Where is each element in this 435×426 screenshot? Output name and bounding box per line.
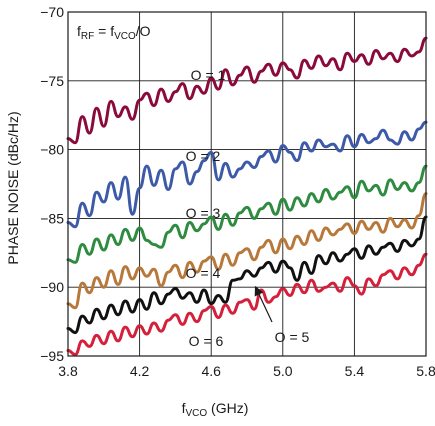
y-tick-label: −90 xyxy=(40,279,64,295)
y-tick-label: −95 xyxy=(40,348,64,364)
grid xyxy=(68,12,426,356)
series-line-o6 xyxy=(66,252,428,357)
x-tick-label: 4.6 xyxy=(201,363,221,379)
series-label-o2: O = 2 xyxy=(186,148,221,164)
tick-labels: 3.8 4.2 4.6 5.0 5.4 5.8 −95 −90 −85 −80 −75 −70 xyxy=(40,4,435,379)
x-axis-title: fVCO (GHz) xyxy=(182,400,249,419)
x-tick-label: 5.8 xyxy=(416,363,435,379)
y-axis-title: PHASE NOISE (dBc/Hz) xyxy=(5,111,21,264)
series-label-o6: O = 6 xyxy=(189,333,224,349)
series-labels: O = 1 O = 2 O = 3 O = 4 O = 5 O = 6 xyxy=(186,67,310,349)
series-label-o4: O = 4 xyxy=(186,265,221,281)
o5-pointer-arrow xyxy=(254,285,273,323)
x-tick-label: 4.2 xyxy=(130,363,150,379)
x-tick-label: 3.8 xyxy=(58,363,78,379)
series-line-o3 xyxy=(66,164,428,264)
series-line-o2 xyxy=(66,120,428,229)
x-tick-label: 5.4 xyxy=(345,363,365,379)
series-line-o1 xyxy=(66,36,428,145)
y-tick-label: −75 xyxy=(40,73,64,89)
series-label-o5: O = 5 xyxy=(275,329,310,345)
series-layer xyxy=(66,36,428,357)
series-label-o3: O = 3 xyxy=(186,205,221,221)
series-label-o1: O = 1 xyxy=(191,67,226,83)
series-line-o5 xyxy=(66,215,428,335)
formula-annotation: fRF = fVCO/O xyxy=(77,23,151,42)
plot-frame xyxy=(67,11,427,357)
y-tick-label: −80 xyxy=(40,142,64,158)
x-tick-label: 5.0 xyxy=(273,363,293,379)
y-tick-label: −70 xyxy=(40,4,64,20)
series-line-o4 xyxy=(66,192,428,310)
y-tick-label: −85 xyxy=(40,210,64,226)
